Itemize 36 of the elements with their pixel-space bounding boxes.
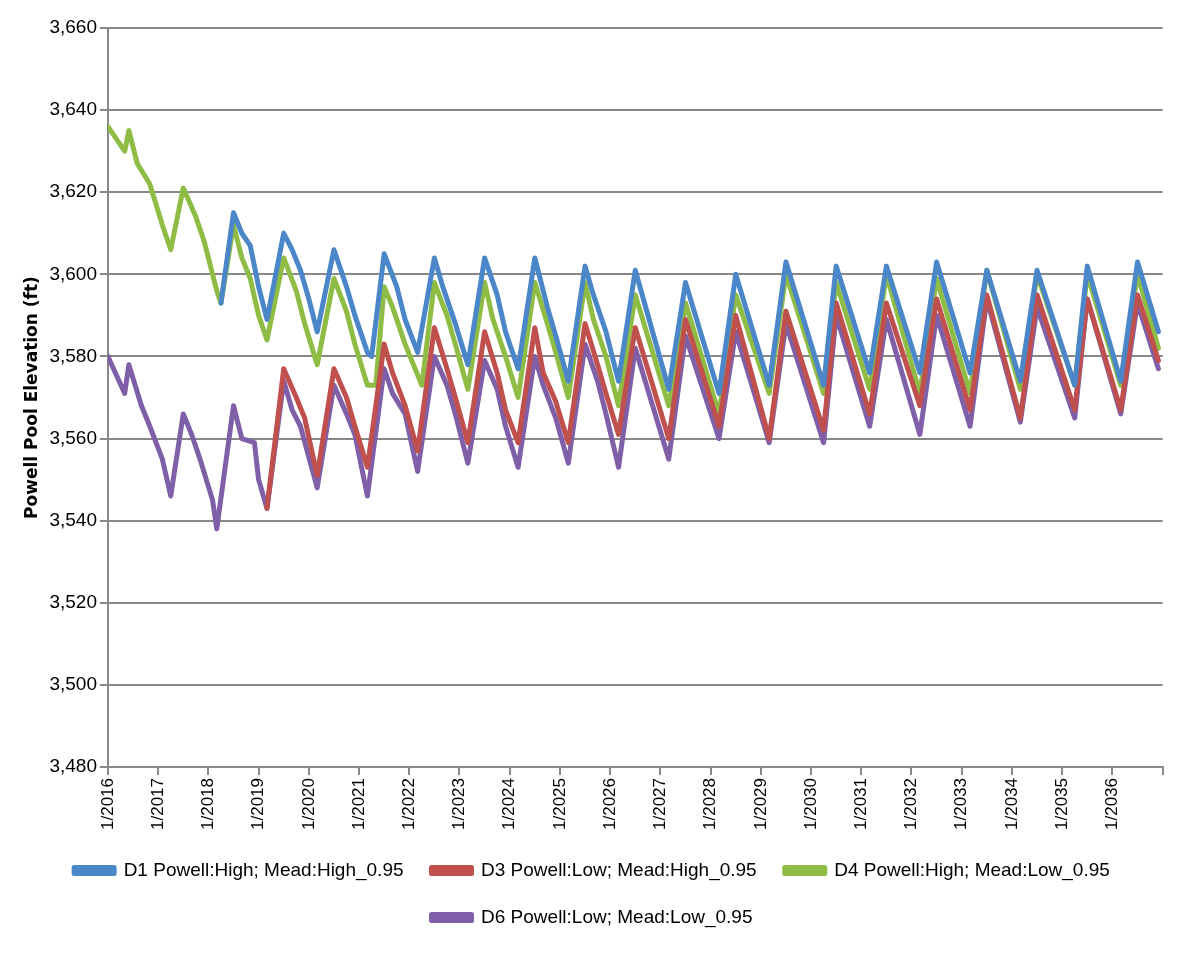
x-tick-label: 1/2023 [449, 778, 469, 830]
y-tick-label: 3,660 [49, 16, 97, 38]
x-tick-label: 1/2018 [198, 778, 218, 830]
legend-label: D4 Powell:High; Mead:Low_0.95 [834, 858, 1110, 881]
y-tick-label: 3,500 [49, 673, 97, 695]
x-tick-label: 1/2036 [1102, 778, 1122, 830]
y-tick-label: 3,520 [49, 591, 97, 613]
x-tick-label: 1/2034 [1001, 778, 1021, 830]
y-axis-title: Powell Pool Elevation (ft) [20, 276, 41, 519]
y-tick-label: 3,620 [49, 180, 97, 202]
x-tick-label: 1/2019 [248, 778, 268, 830]
x-tick-label: 1/2025 [549, 778, 569, 830]
y-tick-label: 3,560 [49, 426, 97, 448]
x-tick-label: 1/2031 [850, 778, 870, 830]
x-tick-label: 1/2028 [700, 778, 720, 830]
x-tick-label: 1/2016 [97, 778, 117, 830]
x-tick-label: 1/2020 [298, 778, 318, 830]
x-tick-label: 1/2026 [599, 778, 619, 830]
x-tick-label: 1/2032 [901, 778, 921, 830]
x-tick-label: 1/2024 [499, 778, 519, 830]
legend-label: D3 Powell:Low; Mead:High_0.95 [481, 858, 757, 881]
x-tick-label: 1/2022 [398, 778, 418, 830]
x-tick-label: 1/2033 [951, 778, 971, 830]
y-tick-label: 3,640 [49, 98, 97, 120]
y-tick-label: 3,580 [49, 344, 97, 366]
y-tick-label: 3,600 [49, 262, 97, 284]
y-tick-label: 3,480 [49, 755, 97, 777]
x-tick-label: 1/2030 [800, 778, 820, 830]
x-tick-label: 1/2029 [750, 778, 770, 830]
x-tick-label: 1/2017 [147, 778, 167, 830]
legend-label: D1 Powell:High; Mead:High_0.95 [123, 858, 404, 881]
x-tick-label: 1/2035 [1051, 778, 1071, 830]
x-tick-label: 1/2027 [650, 778, 670, 830]
x-tick-label: 1/2021 [348, 778, 368, 830]
legend-label: D6 Powell:Low; Mead:Low_0.95 [481, 905, 753, 928]
y-tick-label: 3,540 [49, 508, 97, 530]
